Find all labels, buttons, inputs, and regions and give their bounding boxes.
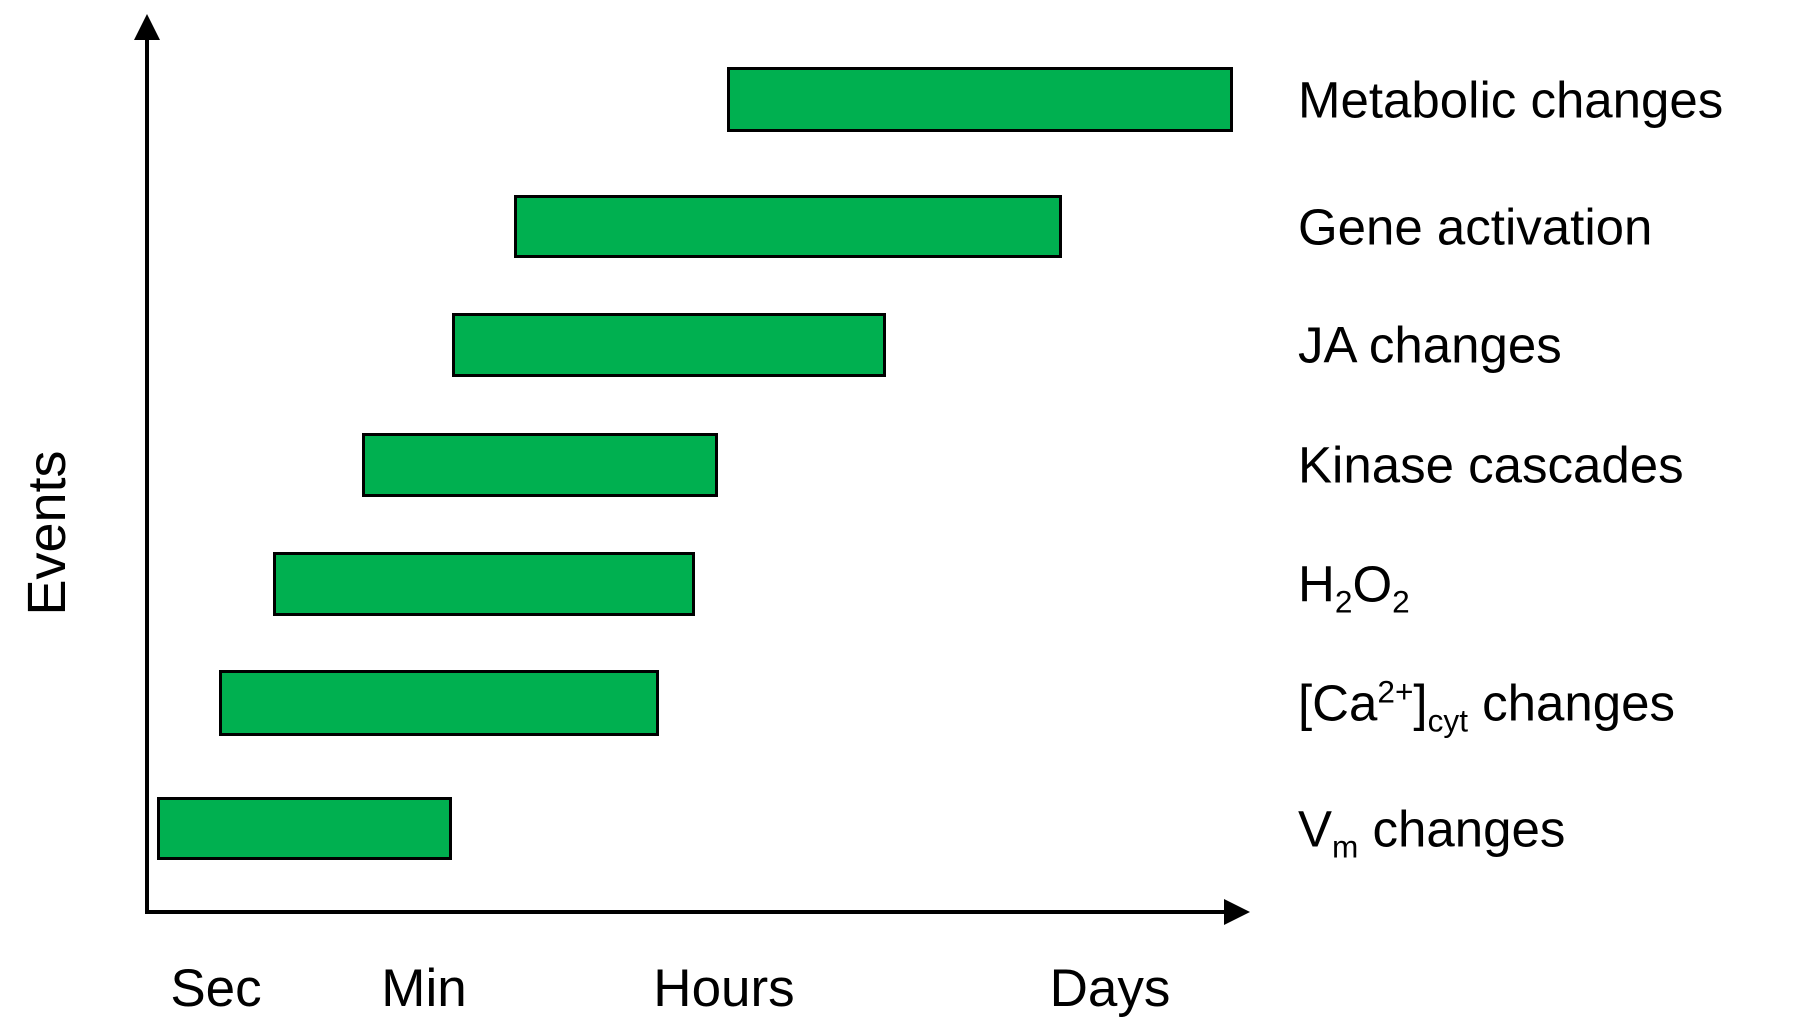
event-label-6: [Ca2+]cyt changes xyxy=(1298,673,1675,739)
x-axis-line xyxy=(145,910,1228,914)
event-label-5: H2O2 xyxy=(1298,555,1410,620)
event-label-2: Gene activation xyxy=(1298,198,1653,256)
event-bar-3 xyxy=(452,313,886,377)
event-bar-6 xyxy=(219,670,659,736)
event-bar-7 xyxy=(157,797,452,860)
event-bar-5 xyxy=(273,552,695,616)
y-axis-arrowhead-icon xyxy=(134,14,160,40)
x-tick-label-hours: Hours xyxy=(653,959,795,1018)
event-label-1: Metabolic changes xyxy=(1298,71,1724,129)
event-label-7: Vm changes xyxy=(1298,800,1566,865)
y-axis-title: Events xyxy=(17,450,77,616)
event-bar-2 xyxy=(514,195,1062,258)
event-label-4: Kinase cascades xyxy=(1298,436,1684,494)
x-axis-arrowhead-icon xyxy=(1224,899,1250,925)
x-tick-label-days: Days xyxy=(1049,959,1171,1018)
event-bar-1 xyxy=(727,67,1233,132)
event-bar-4 xyxy=(362,433,718,497)
y-axis-line xyxy=(145,30,149,914)
event-label-3: JA changes xyxy=(1298,316,1562,374)
x-tick-label-min: Min xyxy=(381,959,467,1018)
x-tick-label-sec: Sec xyxy=(170,959,262,1018)
